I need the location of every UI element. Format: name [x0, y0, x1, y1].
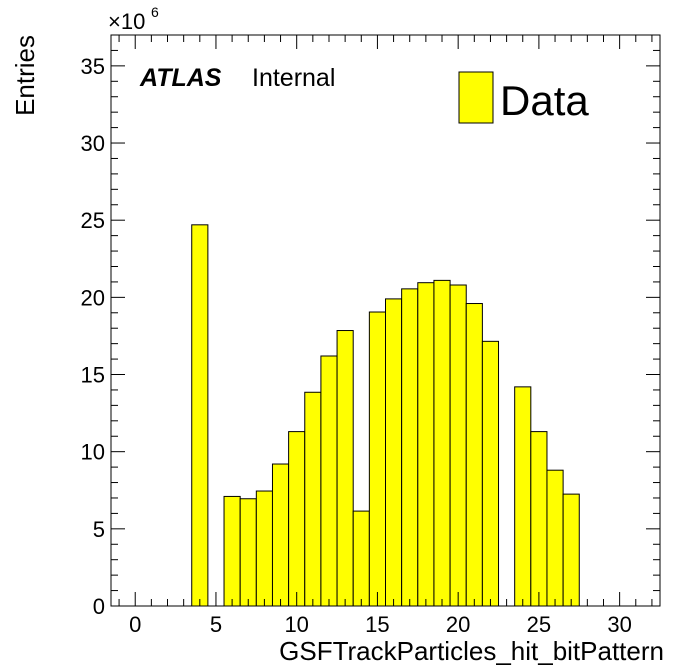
histogram-bar: [320, 355, 338, 607]
y-tick-label: 35: [81, 54, 105, 79]
histogram-bar: [288, 431, 306, 607]
histogram-bar: [368, 311, 386, 607]
histogram-bar: [255, 490, 273, 607]
histogram-bar: [433, 279, 451, 607]
y-tick-label: 10: [81, 440, 105, 465]
histogram-bar: [417, 282, 435, 607]
histogram-bars: [191, 224, 580, 607]
legend-swatch: [458, 71, 494, 124]
axis-ticks: [111, 34, 660, 607]
histogram-bar: [530, 431, 548, 607]
x-tick-label: 30: [607, 612, 631, 637]
histogram-bar: [385, 298, 403, 607]
atlas-text: ATLAS: [139, 64, 222, 92]
x-axis-label: GSFTrackParticles_hit_bitPattern: [279, 636, 664, 666]
histogram-bar: [562, 493, 580, 607]
histogram-bar: [481, 340, 500, 607]
y-tick-label: 20: [81, 285, 105, 310]
x-tick-label: 0: [129, 612, 141, 637]
histogram-bar: [271, 463, 290, 607]
histogram-bar: [239, 498, 257, 607]
x-tick-label: 10: [284, 612, 308, 637]
histogram-bar: [223, 495, 241, 607]
x-tick-label: 20: [446, 612, 470, 637]
y-axis-label: Entries: [10, 35, 40, 116]
y-multiplier: ×10 6: [108, 4, 159, 34]
x-tick-label: 25: [527, 612, 551, 637]
histogram-bar: [546, 469, 564, 607]
histogram-bar: [336, 330, 354, 607]
y-tick-label: 0: [93, 594, 105, 619]
tick-labels: 0 5 10 15 20 25 30 0 5 10 15 20 25 30 35: [81, 54, 632, 637]
histogram-bar: [465, 303, 483, 607]
y-tick-label: 30: [81, 131, 105, 156]
y-multiplier-base: ×10: [108, 9, 145, 34]
y-tick-label: 15: [81, 363, 105, 388]
x-tick-label: 5: [210, 612, 222, 637]
x-tick-label: 15: [365, 612, 389, 637]
internal-text: Internal: [252, 64, 335, 92]
histogram-bar: [304, 391, 322, 607]
y-tick-label: 25: [81, 208, 105, 233]
legend-label: Data: [500, 77, 589, 124]
histogram-bar: [449, 284, 467, 607]
histogram-bar: [191, 224, 209, 607]
legend: Data: [458, 71, 589, 124]
histogram-bar: [352, 510, 370, 607]
y-tick-label: 5: [93, 517, 105, 542]
plot-frame: [110, 34, 661, 607]
atlas-label: ATLAS Internal: [139, 64, 335, 92]
y-multiplier-exponent: 6: [151, 4, 159, 20]
histogram-bar: [514, 386, 532, 607]
histogram-bar: [401, 288, 419, 607]
